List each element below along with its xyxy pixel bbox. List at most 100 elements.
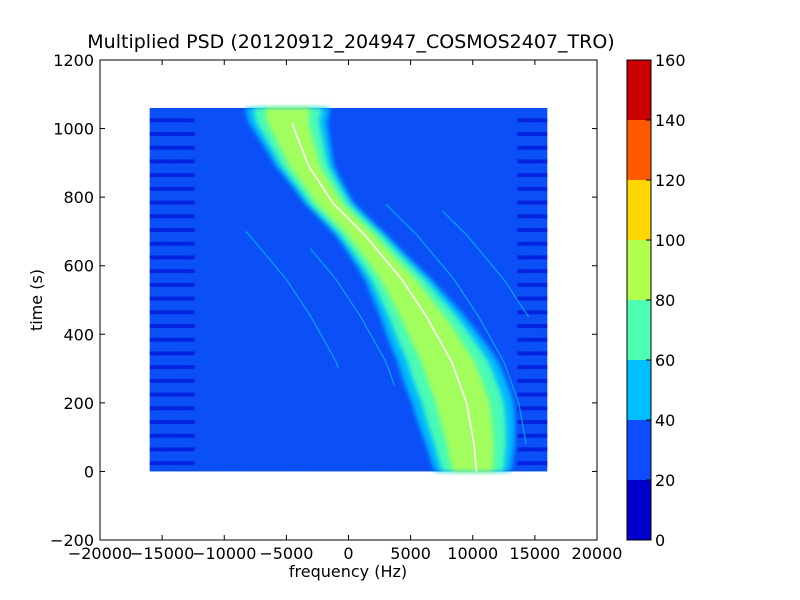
x-tick-label: −15000: [130, 544, 194, 563]
edge-band: [149, 186, 195, 191]
colorbar-tick-label: 100: [655, 231, 686, 250]
x-tick-label: −5000: [259, 544, 313, 563]
edge-band: [149, 159, 195, 164]
signal-band-80: [265, 108, 494, 472]
x-tick-label: 0: [343, 544, 353, 563]
edge-band: [517, 461, 548, 466]
edge-band: [149, 337, 195, 342]
colorbar-tick-label: 60: [655, 351, 675, 370]
y-tick-label: 1200: [53, 51, 94, 70]
plot-area: [149, 108, 548, 472]
edge-band: [517, 447, 548, 452]
edge-band: [517, 392, 548, 397]
edge-band: [149, 255, 195, 260]
edge-band: [149, 433, 195, 438]
edge-band: [517, 145, 548, 150]
edge-band: [149, 228, 195, 232]
edge-band: [517, 433, 548, 438]
x-tick-label: 20000: [572, 544, 623, 563]
colorbar-tick-label: 20: [655, 471, 675, 490]
y-tick-label: −200: [50, 531, 94, 550]
colorbar-segment: [627, 480, 651, 540]
edge-band: [517, 159, 548, 164]
y-tick-label: 200: [63, 394, 94, 413]
edge-band: [517, 255, 548, 260]
edge-band: [149, 132, 195, 136]
edge-band: [517, 365, 548, 370]
colorbar-segment: [627, 240, 651, 300]
x-tick-label: −20000: [68, 544, 132, 563]
chart-title: Multiplied PSD (20120912_204947_COSMOS24…: [87, 31, 614, 53]
edge-band: [517, 269, 548, 274]
edge-band: [517, 420, 548, 424]
y-tick-label: 1000: [53, 120, 94, 139]
heatmap-edge-bands: [149, 118, 548, 466]
colorbar-segment: [627, 120, 651, 180]
x-tick-label: 15000: [509, 544, 560, 563]
edge-band: [149, 118, 195, 123]
edge-band: [517, 351, 548, 356]
y-tick-label: 400: [63, 325, 94, 344]
edge-band: [149, 145, 195, 150]
edge-band: [517, 200, 548, 205]
edge-band: [517, 324, 548, 328]
edge-band: [517, 378, 548, 383]
harmonic-trace: [309, 248, 395, 386]
x-tick-label: 10000: [447, 544, 498, 563]
x-axis-label: frequency (Hz): [289, 562, 407, 581]
edge-band: [517, 282, 548, 287]
edge-band: [149, 378, 195, 383]
edge-band: [149, 296, 195, 301]
edge-band: [517, 406, 548, 411]
edge-band: [517, 132, 548, 136]
y-tick-label: 0: [84, 462, 94, 481]
edge-band: [517, 296, 548, 301]
edge-band: [149, 214, 195, 219]
edge-band: [149, 406, 195, 411]
edge-band: [517, 186, 548, 191]
colorbar-tick-label: 0: [655, 531, 665, 550]
edge-band: [517, 173, 548, 178]
harmonic-trace: [385, 203, 527, 445]
edge-band: [517, 241, 548, 246]
y-tick-label: 800: [63, 188, 94, 207]
y-axis: −200 0 200 400 600 800 1000 1200: [50, 51, 597, 550]
edge-band: [517, 337, 548, 342]
colorbar-tick-label: 160: [655, 51, 686, 70]
colorbar-tick-label: 40: [655, 411, 675, 430]
edge-band: [149, 200, 195, 205]
edge-band: [149, 447, 195, 452]
harmonic-trace: [441, 210, 530, 318]
colorbar-segment: [627, 420, 651, 480]
x-tick-label: −10000: [192, 544, 256, 563]
colorbar-segment: [627, 360, 651, 420]
colorbar-segment: [627, 300, 651, 360]
x-axis: −20000−15000−10000 −5000 0 5000 10000 15000 20…: [68, 60, 623, 563]
signal-trace: [291, 122, 478, 472]
edge-band: [517, 214, 548, 219]
edge-band: [517, 118, 548, 123]
colorbar-tick-label: 140: [655, 111, 686, 130]
colorbar-tick-label: 80: [655, 291, 675, 310]
colorbar-segment: [627, 180, 651, 240]
colorbar-segment: [627, 60, 651, 120]
y-tick-label: 600: [63, 257, 94, 276]
edge-band: [149, 351, 195, 356]
edge-band: [149, 269, 195, 274]
edge-band: [149, 241, 195, 246]
edge-band: [149, 282, 195, 287]
edge-band: [149, 173, 195, 178]
y-axis-label: time (s): [27, 269, 46, 331]
colorbar-tick-label: 120: [655, 171, 686, 190]
colorbar: 0 20 40 60 80 100 120 140 160: [626, 51, 686, 550]
harmonic-trace: [245, 231, 340, 369]
edge-band: [149, 365, 195, 370]
edge-band: [517, 228, 548, 232]
edge-band: [517, 310, 548, 315]
x-tick-label: 5000: [390, 544, 431, 563]
edge-band: [149, 324, 195, 328]
edge-band: [149, 420, 195, 424]
edge-band: [149, 392, 195, 397]
edge-band: [149, 310, 195, 315]
